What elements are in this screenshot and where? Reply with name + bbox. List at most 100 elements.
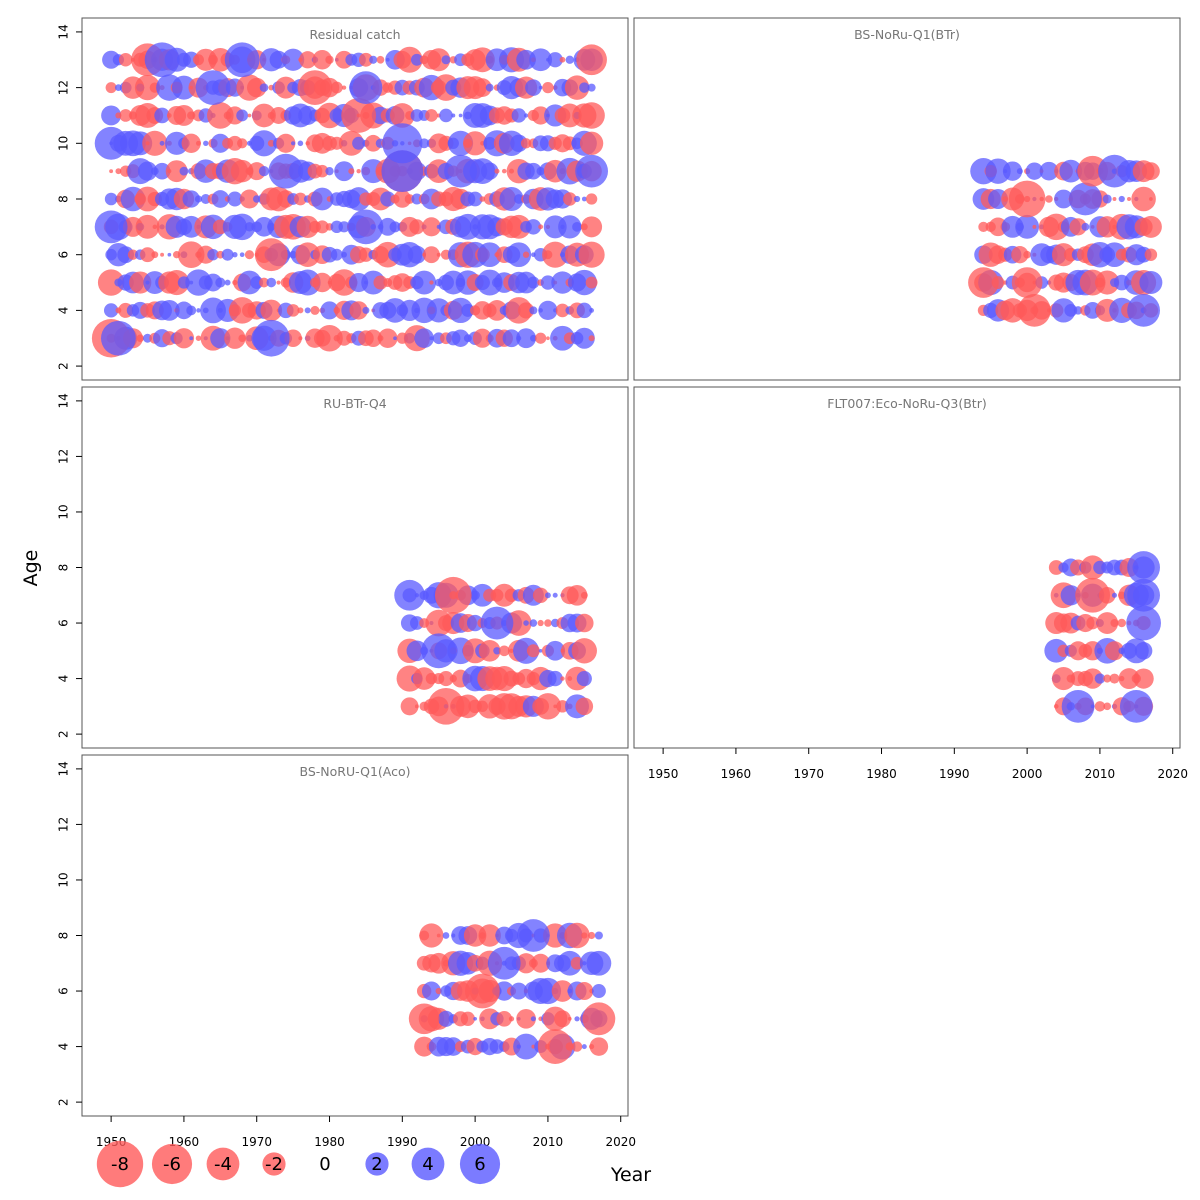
- bubble: [1127, 196, 1132, 202]
- bubble: [152, 224, 158, 230]
- bubble: [516, 328, 537, 349]
- bubble: [582, 1002, 616, 1036]
- bubble: [575, 154, 608, 188]
- bubble: [207, 248, 219, 261]
- y-tick-label: 6: [57, 251, 71, 259]
- legend-label: 2: [371, 1154, 382, 1175]
- bubble: [1054, 189, 1073, 209]
- bubble: [117, 246, 135, 264]
- bubble: [211, 190, 230, 208]
- bubble: [151, 251, 159, 259]
- bubble: [478, 639, 501, 662]
- bubble: [194, 195, 203, 203]
- bubble: [239, 252, 245, 258]
- bubble: [227, 191, 243, 207]
- bubble: [1015, 214, 1040, 239]
- legend-bubble: [459, 1143, 501, 1185]
- y-tick-label: 12: [57, 80, 71, 95]
- bubble: [349, 301, 368, 320]
- bubble: [571, 1041, 583, 1052]
- bubble: [529, 306, 538, 315]
- bubble: [421, 633, 457, 669]
- bubble: [1086, 616, 1100, 630]
- bubble: [429, 280, 434, 285]
- bubble: [1102, 194, 1112, 204]
- bubble: [473, 1016, 477, 1021]
- bubble: [165, 160, 188, 183]
- bubble: [210, 328, 231, 349]
- bubble: [378, 328, 398, 348]
- bubble: [181, 133, 201, 153]
- bubble: [412, 270, 437, 295]
- bubble: [1018, 293, 1051, 327]
- y-tick-label: 2: [57, 1098, 71, 1106]
- bubble: [425, 109, 438, 122]
- bubble: [479, 196, 486, 202]
- bubble: [421, 981, 441, 1001]
- bubble: [118, 53, 133, 67]
- bubble: [236, 109, 249, 122]
- bubble: [588, 931, 596, 940]
- bubble: [486, 300, 508, 321]
- bubble: [531, 953, 551, 973]
- bubble: [564, 75, 590, 100]
- bubble: [182, 190, 200, 208]
- bubble: [247, 77, 267, 98]
- bubble: [94, 210, 128, 244]
- bubble: [1094, 701, 1106, 712]
- bubble: [135, 214, 160, 239]
- bubble: [297, 70, 333, 106]
- bubble: [1144, 248, 1158, 261]
- bubble: [362, 306, 370, 314]
- x-tick-label: 1970: [241, 1135, 272, 1149]
- bubble: [545, 640, 566, 661]
- bubble: [250, 276, 264, 289]
- bubble: [1032, 224, 1037, 229]
- bubble: [109, 169, 114, 174]
- bubble: [473, 78, 492, 97]
- bubble: [410, 616, 424, 630]
- bubble: [295, 242, 320, 267]
- bubble: [513, 637, 540, 664]
- bubble: [586, 950, 612, 976]
- legend-item: -2: [262, 1152, 286, 1176]
- bubble: [547, 52, 563, 68]
- bubble: [506, 242, 532, 268]
- bubble: [522, 251, 530, 258]
- legend-bubble: [96, 1140, 144, 1188]
- bubble: [513, 1033, 539, 1060]
- bubble: [299, 51, 317, 69]
- bubble: [165, 131, 189, 155]
- bubble: [573, 327, 595, 349]
- bubble: [119, 109, 133, 122]
- x-tick-label: 1980: [314, 1135, 345, 1149]
- bubble: [173, 104, 195, 126]
- y-tick-label: 2: [57, 730, 71, 738]
- bubble: [554, 1010, 571, 1028]
- legend-bubble: [151, 1143, 193, 1185]
- bubble: [406, 640, 428, 662]
- bubble: [560, 676, 565, 681]
- bubble: [1096, 612, 1119, 634]
- bubble: [1081, 222, 1090, 231]
- panel-title: Residual catch: [310, 27, 401, 42]
- bubble: [291, 141, 296, 146]
- bubble: [496, 1011, 513, 1027]
- bubble: [553, 704, 558, 709]
- bubble: [550, 325, 575, 351]
- bubble: [529, 48, 553, 72]
- bubble: [1059, 159, 1083, 183]
- bubble: [516, 919, 550, 952]
- bubble: [547, 670, 563, 687]
- panel-title: BS-NoRU-Q1(Aco): [300, 764, 411, 779]
- legend-item: -6: [151, 1143, 193, 1185]
- bubble: [1134, 642, 1153, 660]
- bubble: [414, 1036, 435, 1057]
- bubble: [502, 329, 521, 348]
- bubble: [1112, 197, 1117, 201]
- bubble: [520, 138, 532, 149]
- bubble: [195, 70, 231, 106]
- bubble: [207, 102, 234, 129]
